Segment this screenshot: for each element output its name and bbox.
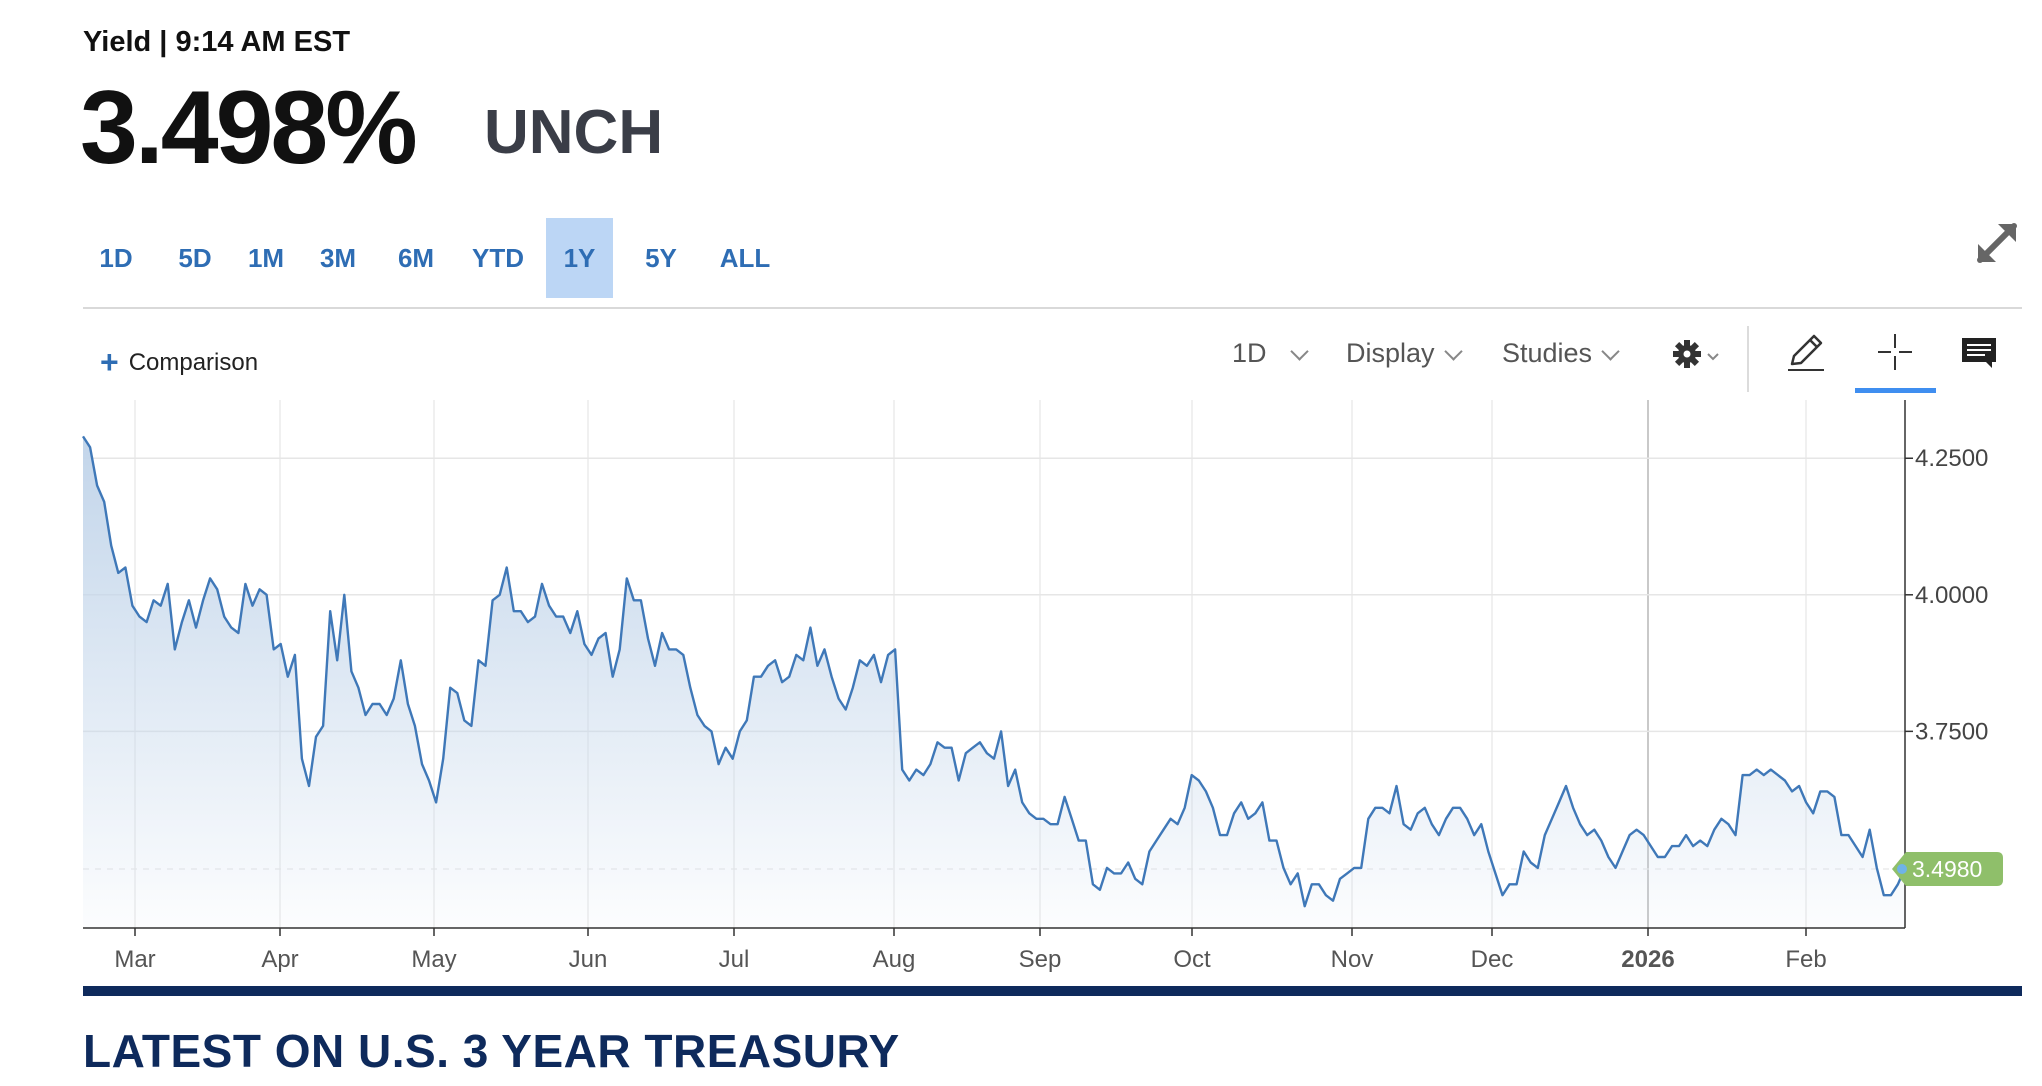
gear-icon — [1673, 340, 1719, 368]
x-tick-label: Sep — [1019, 946, 1062, 973]
section-divider — [83, 986, 2022, 996]
tab-3m[interactable]: 3M — [319, 243, 357, 273]
quote-meta-label: Yield | 9:14 AM EST — [83, 26, 351, 58]
x-axis-ticks: Mar Apr May Jun Jul Aug Sep Oct Nov Dec 2026 Feb — [114, 946, 1826, 973]
quote-price: 3.498% — [80, 70, 418, 186]
x-tick-label: Oct — [1173, 946, 1211, 973]
x-tick-label: May — [411, 946, 456, 973]
display-dropdown[interactable]: Display — [1346, 338, 1463, 369]
pencil-icon — [1788, 334, 1824, 371]
y-tick-label: 3.7500 — [1915, 718, 1988, 745]
tab-all[interactable]: ALL — [719, 243, 771, 273]
tab-6m[interactable]: 6M — [397, 243, 435, 273]
yield-line — [81, 435, 1907, 908]
display-label: Display — [1346, 338, 1435, 368]
expand-icon[interactable] — [1970, 216, 2024, 270]
comparison-button[interactable]: + Comparison — [100, 344, 258, 381]
tab-5y[interactable]: 5Y — [645, 243, 677, 273]
last-value-label: 3.4980 — [1912, 856, 1982, 882]
x-tick-label: Mar — [114, 946, 155, 973]
x-tick-label: Jun — [569, 946, 608, 973]
y-tick-label: 4.0000 — [1915, 582, 1988, 609]
tab-ytd[interactable]: YTD — [472, 243, 524, 273]
x-tick-label: Nov — [1331, 946, 1374, 973]
crosshair-icon — [1878, 334, 1912, 370]
interval-label: 1D — [1232, 338, 1267, 368]
tab-1d[interactable]: 1D — [99, 243, 133, 273]
section-title: LATEST ON U.S. 3 YEAR TREASURY — [83, 1025, 900, 1077]
comparison-label: Comparison — [128, 349, 259, 376]
comments-button[interactable] — [1958, 334, 2002, 374]
yield-area-fill — [83, 436, 1905, 928]
chart-axes — [83, 400, 1913, 936]
x-tick-label: Feb — [1785, 946, 1826, 973]
x-tick-label: Aug — [873, 946, 916, 973]
x-tick-label: Apr — [261, 946, 298, 973]
crosshair-tool-button[interactable] — [1870, 330, 1920, 374]
interval-dropdown[interactable]: 1D — [1232, 338, 1309, 369]
header-divider — [83, 307, 2022, 309]
y-axis-ticks: 4.2500 4.0000 3.7500 — [1915, 445, 1988, 745]
active-tool-indicator — [1855, 388, 1936, 393]
studies-dropdown[interactable]: Studies — [1502, 338, 1620, 369]
yield-chart[interactable]: Mar Apr May Jun Jul Aug Sep Oct Nov Dec 2026 Feb 4.… — [0, 0, 2042, 986]
y-tick-label: 4.2500 — [1915, 445, 1988, 472]
quote-change: UNCH — [484, 98, 664, 167]
x-tick-label: Jul — [719, 946, 750, 973]
plus-icon: + — [100, 344, 119, 380]
x-tick-label: 2026 — [1621, 946, 1674, 973]
last-value-badge-shape — [1892, 852, 2003, 887]
x-tick-label: Dec — [1471, 946, 1514, 973]
tab-1m[interactable]: 1M — [247, 243, 285, 273]
tab-1y[interactable]: 1Y — [546, 218, 613, 298]
last-value-badge: 3.4980 — [1892, 852, 2003, 887]
studies-label: Studies — [1502, 338, 1593, 368]
draw-tool-button[interactable] — [1784, 330, 1828, 374]
settings-dropdown[interactable] — [1670, 336, 1730, 376]
comment-icon — [1962, 338, 1996, 368]
toolbar-separator — [1747, 326, 1749, 392]
tab-5d[interactable]: 5D — [178, 243, 212, 273]
last-value-dot — [1897, 864, 1907, 875]
